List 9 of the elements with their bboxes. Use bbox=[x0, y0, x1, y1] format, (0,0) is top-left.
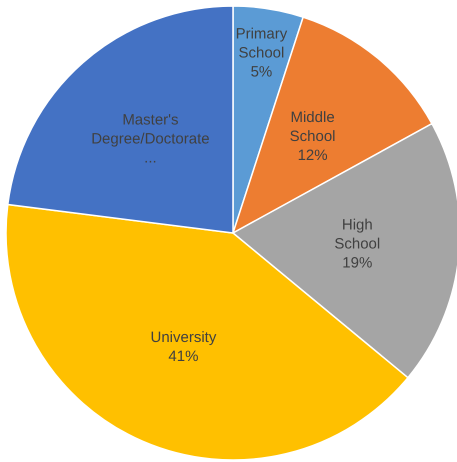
data-label: 12% bbox=[298, 146, 328, 164]
data-label: 5% bbox=[250, 64, 272, 81]
slice-label: Primary School bbox=[236, 26, 288, 62]
slice-label: Master's Degree/Doctorate... bbox=[91, 111, 210, 166]
data-label: 41% bbox=[168, 348, 198, 366]
slice-label: University bbox=[150, 329, 217, 346]
slice-label: Middle School bbox=[290, 108, 336, 145]
data-label: 19% bbox=[342, 254, 372, 272]
slice-label: High School bbox=[334, 216, 380, 253]
